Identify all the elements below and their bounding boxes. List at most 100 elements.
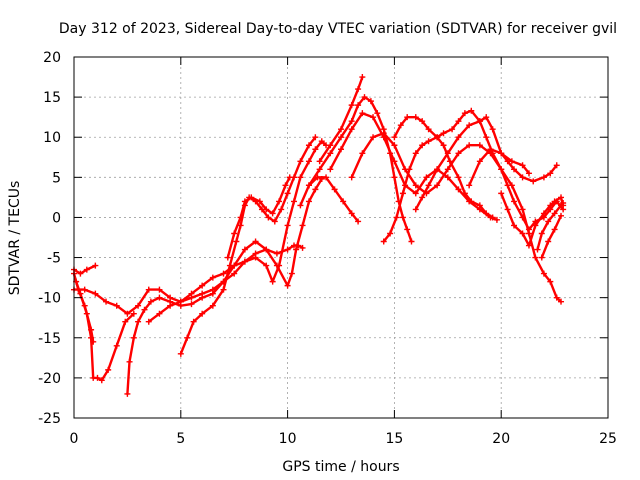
series-line bbox=[147, 140, 328, 323]
data-point bbox=[145, 318, 152, 325]
data-point bbox=[538, 230, 545, 237]
data-point bbox=[530, 178, 537, 185]
data-point bbox=[124, 310, 131, 317]
data-point bbox=[483, 134, 490, 141]
data-point bbox=[135, 318, 142, 325]
data-point bbox=[476, 118, 483, 125]
data-point bbox=[532, 222, 539, 229]
data-point bbox=[209, 290, 216, 297]
data-point bbox=[226, 262, 233, 269]
data-point bbox=[199, 282, 206, 289]
data-point bbox=[284, 190, 291, 197]
data-point bbox=[444, 174, 451, 181]
data-point bbox=[393, 214, 400, 221]
data-point bbox=[498, 166, 505, 173]
data-point bbox=[276, 198, 283, 205]
data-point bbox=[466, 142, 473, 149]
data-point bbox=[489, 214, 496, 221]
series-arc-8 bbox=[224, 174, 293, 261]
data-point bbox=[483, 114, 490, 121]
data-point bbox=[224, 254, 231, 261]
data-point bbox=[558, 212, 565, 219]
data-point bbox=[361, 94, 368, 101]
data-point bbox=[291, 198, 298, 205]
data-point bbox=[511, 222, 518, 229]
y-tick-label: 5 bbox=[52, 170, 61, 186]
data-point bbox=[553, 294, 560, 301]
data-point bbox=[293, 246, 300, 253]
data-point bbox=[256, 198, 263, 205]
data-point bbox=[188, 290, 195, 297]
series-arc-6 bbox=[145, 138, 330, 325]
data-point bbox=[449, 126, 456, 133]
data-point bbox=[508, 158, 515, 165]
x-axis-title: GPS time / hours bbox=[282, 459, 399, 475]
data-point bbox=[122, 318, 129, 325]
data-point bbox=[83, 266, 90, 273]
data-point bbox=[399, 214, 406, 221]
data-point bbox=[248, 194, 255, 201]
data-point bbox=[455, 134, 462, 141]
data-point bbox=[519, 214, 526, 221]
series-arc-17 bbox=[466, 146, 532, 189]
data-point bbox=[551, 210, 558, 217]
data-point bbox=[284, 282, 291, 289]
data-point bbox=[177, 350, 184, 357]
data-point bbox=[440, 142, 447, 149]
data-point bbox=[105, 366, 112, 373]
data-point bbox=[412, 150, 419, 157]
data-point bbox=[540, 174, 547, 181]
data-point bbox=[560, 200, 567, 207]
data-point bbox=[355, 102, 362, 109]
data-point bbox=[423, 174, 430, 181]
x-tick-label: 25 bbox=[599, 431, 617, 447]
data-point bbox=[323, 174, 330, 181]
data-point bbox=[399, 190, 406, 197]
data-point bbox=[145, 286, 152, 293]
y-axis-title: SDTVAR / TECUs bbox=[7, 181, 23, 296]
data-point bbox=[199, 294, 206, 301]
data-point bbox=[511, 198, 518, 205]
data-point bbox=[540, 210, 547, 217]
data-point bbox=[288, 270, 295, 277]
x-tick-label: 5 bbox=[176, 431, 185, 447]
data-point bbox=[231, 270, 238, 277]
data-point bbox=[297, 158, 304, 165]
data-point bbox=[135, 302, 142, 309]
data-point bbox=[338, 134, 344, 141]
data-point bbox=[419, 142, 426, 149]
data-point bbox=[487, 146, 494, 153]
data-point bbox=[348, 210, 355, 217]
data-point bbox=[419, 194, 426, 201]
data-point bbox=[209, 302, 216, 309]
data-point bbox=[348, 118, 355, 125]
data-point bbox=[190, 318, 197, 325]
data-point bbox=[540, 270, 547, 277]
data-point bbox=[88, 334, 95, 341]
data-point bbox=[367, 98, 374, 105]
data-point bbox=[412, 190, 419, 197]
data-point bbox=[547, 278, 554, 285]
data-point bbox=[241, 198, 248, 205]
data-point bbox=[124, 390, 131, 397]
data-point bbox=[282, 182, 289, 189]
data-point bbox=[476, 142, 483, 149]
data-point bbox=[553, 162, 560, 169]
y-tick-label: 10 bbox=[43, 130, 61, 146]
series-arc-11 bbox=[316, 74, 366, 165]
data-point bbox=[406, 166, 413, 173]
data-point bbox=[297, 174, 304, 181]
data-point bbox=[98, 377, 105, 384]
series-arc-20 bbox=[538, 212, 565, 261]
data-point bbox=[305, 198, 312, 205]
data-point bbox=[316, 158, 323, 165]
y-tick-label: 0 bbox=[52, 210, 61, 226]
data-point bbox=[525, 226, 532, 233]
data-point bbox=[231, 230, 238, 237]
data-point bbox=[299, 244, 306, 251]
data-point bbox=[461, 110, 468, 117]
data-point bbox=[199, 310, 206, 317]
plot-frame bbox=[73, 56, 609, 419]
data-point bbox=[284, 246, 291, 253]
data-point bbox=[380, 238, 387, 245]
